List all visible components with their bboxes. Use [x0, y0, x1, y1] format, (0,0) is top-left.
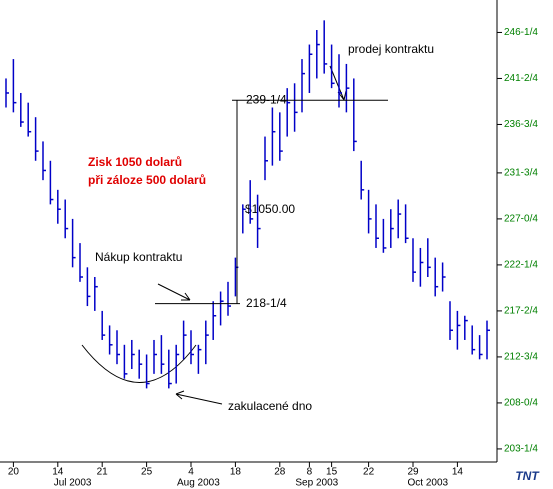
x-tick-label: 21	[97, 467, 109, 478]
x-tick-label: 29	[407, 467, 419, 478]
x-tick-label: 22	[363, 467, 375, 478]
y-tick-label: 236-3/4	[504, 119, 538, 130]
profit-label: $1050.00	[245, 202, 295, 216]
note: Zisk 1050 dolarů	[88, 155, 182, 169]
sell-label: prodej kontraktu	[348, 42, 434, 56]
x-tick-label: 14	[52, 467, 64, 478]
x-tick-label: 14	[452, 467, 464, 478]
month-label: Oct 2003	[408, 478, 449, 489]
month-label: Sep 2003	[295, 478, 338, 489]
note: při záloze 500 dolarů	[88, 173, 206, 187]
y-tick-label: 246-1/4	[504, 27, 538, 38]
logo: TNT	[515, 469, 540, 483]
bottom-label: zakulacené dno	[228, 399, 312, 413]
y-tick-label: 231-3/4	[504, 168, 538, 179]
x-tick-label: 18	[230, 467, 242, 478]
y-tick-label: 208-0/4	[504, 398, 538, 409]
month-label: Jul 2003	[54, 478, 92, 489]
x-tick-label: 15	[326, 467, 338, 478]
x-tick-label: 4	[188, 467, 194, 478]
y-tick-label: 217-2/4	[504, 306, 538, 317]
y-tick-label: 212-3/4	[504, 352, 538, 363]
x-tick-label: 28	[274, 467, 286, 478]
level-label: 218-1/4	[246, 296, 287, 310]
x-tick-label: 8	[307, 467, 313, 478]
y-tick-label: 222-1/4	[504, 260, 538, 271]
y-tick-label: 203-1/4	[504, 444, 538, 455]
rounded-bottom-curve	[81, 344, 197, 383]
month-label: Aug 2003	[177, 478, 220, 489]
level-label: 239-1/4	[246, 92, 287, 106]
x-tick-label: 25	[141, 467, 153, 478]
y-tick-label: 241-2/4	[504, 73, 538, 84]
bottom-arrow	[175, 390, 223, 405]
y-tick-label: 227-0/4	[504, 214, 538, 225]
buy-arrow	[157, 283, 191, 301]
buy-label: Nákup kontraktu	[95, 250, 182, 264]
x-tick-label: 20	[8, 467, 20, 478]
